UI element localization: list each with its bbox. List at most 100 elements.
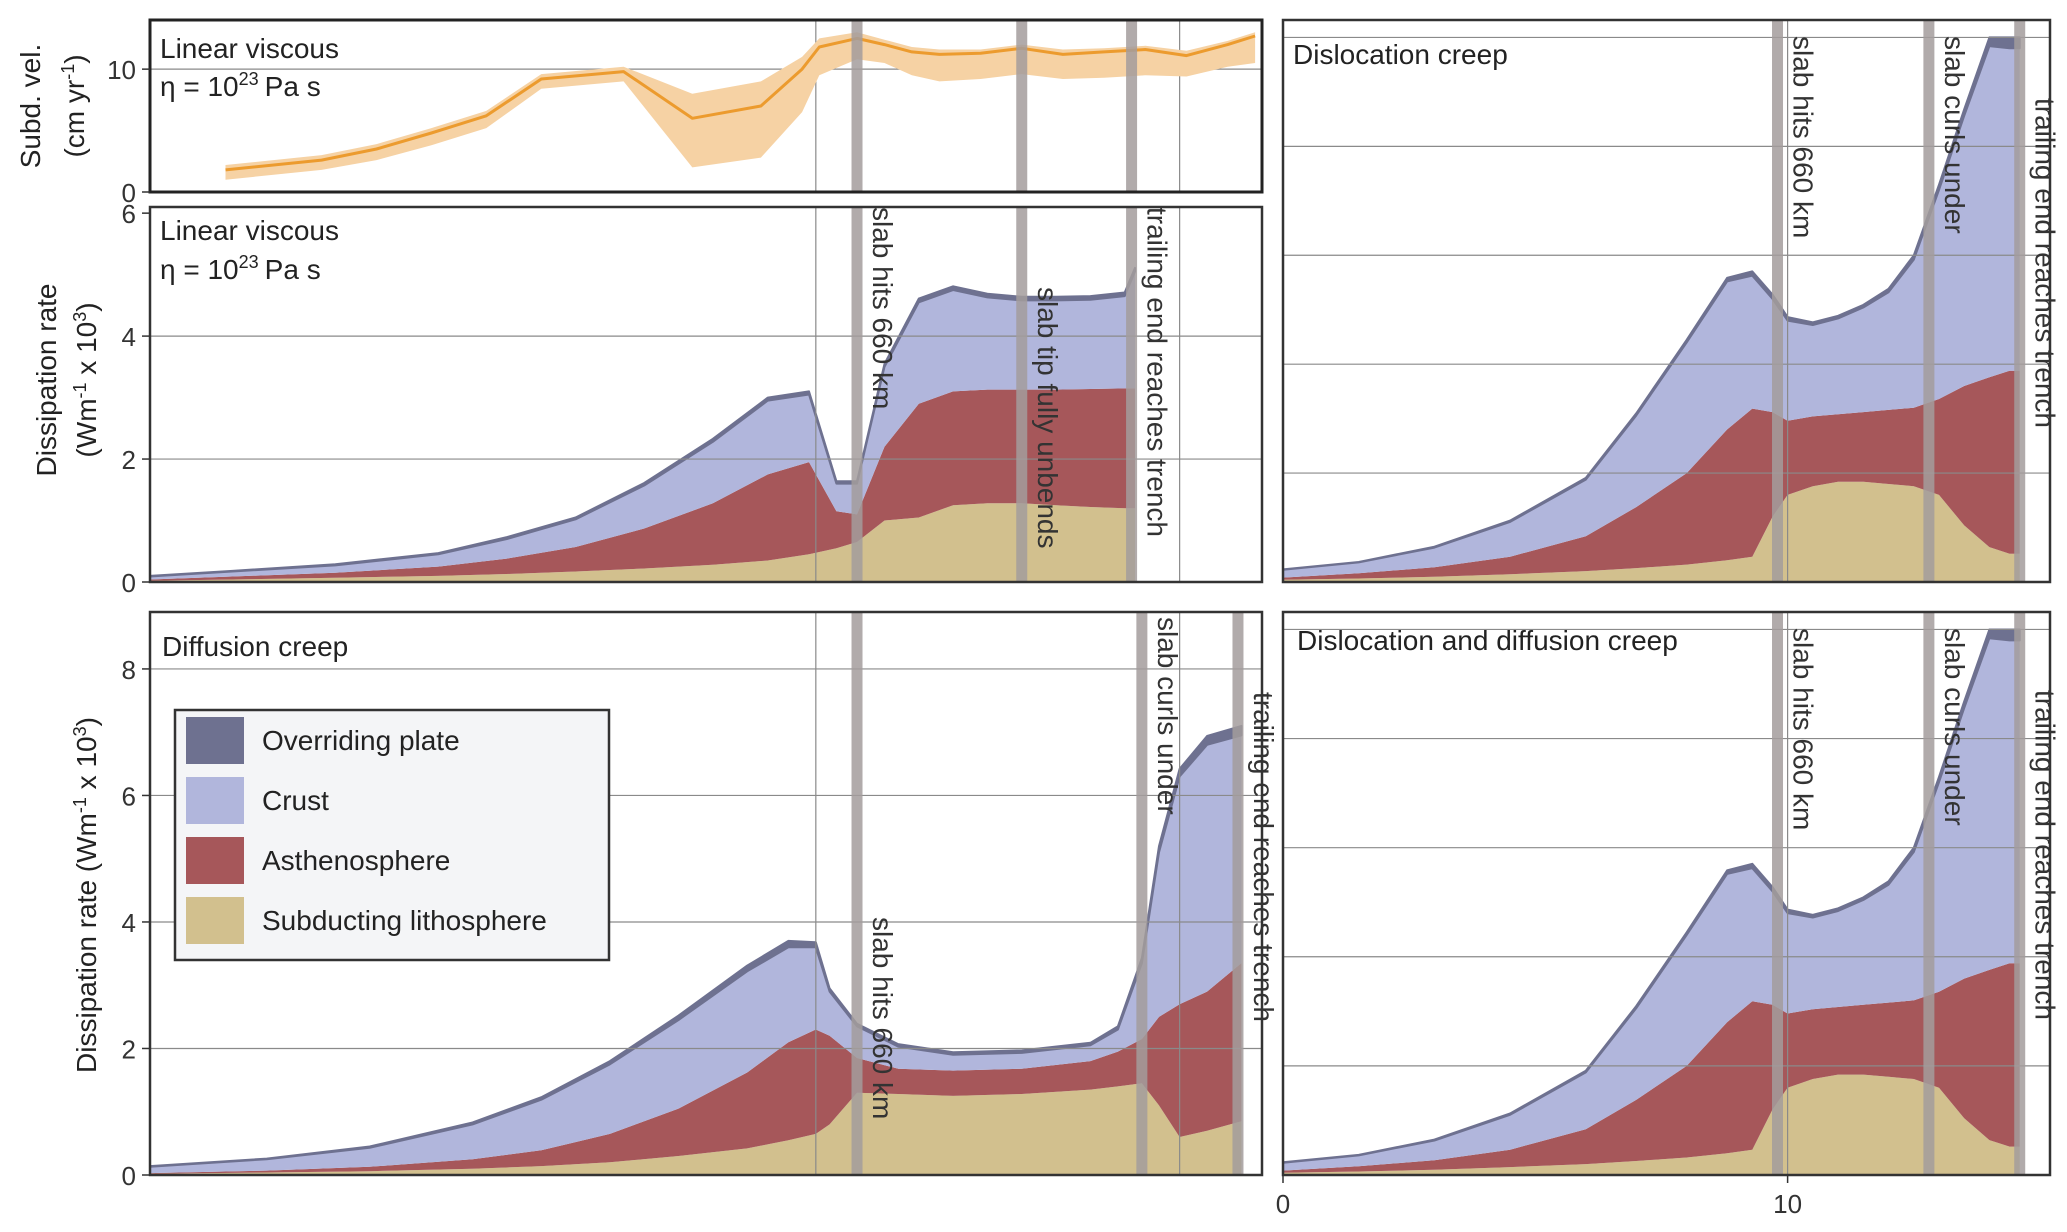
ylabel-close: ): [71, 717, 102, 726]
panel-velocity-eta: η = 1023 Pa s: [160, 69, 321, 102]
eta-unit: Pa s: [265, 71, 321, 102]
legend-swatch: [186, 717, 244, 764]
panel-linear-events: slab hits 660 km slab tip fully unbends tr…: [851, 207, 1173, 582]
ylabel-superscript-1: -1: [70, 382, 90, 398]
event-bar: [851, 612, 863, 1175]
event-label: slab hits 660 km: [1788, 36, 1819, 238]
area-subducting-lithosphere: [150, 503, 1135, 582]
panel-velocity-ylabel-line1: Subd. vel.: [15, 44, 46, 169]
event-label: trailing end reaches trench: [1142, 207, 1173, 537]
event-bar: [1136, 612, 1148, 1175]
area-subducting-lithosphere: [1283, 1074, 2020, 1175]
velocity-range-band: [225, 32, 1256, 180]
panel-diffusion-events: slab hits 660 km slab curls under trailing…: [851, 612, 1279, 1175]
ylabel-close: ): [59, 54, 90, 63]
x-tick-label: 10: [1773, 1189, 1802, 1219]
y-tick-label: 0: [122, 178, 136, 208]
event-bar: [1923, 20, 1935, 582]
y-tick-label: 6: [122, 781, 136, 811]
legend-label: Overriding plate: [262, 725, 460, 756]
y-tick-label: 10: [107, 55, 136, 85]
legend-swatch: [186, 777, 244, 824]
area-crust: [150, 271, 1135, 580]
panel-velocity-frame: [148, 18, 1264, 194]
eta-base: η = 10: [160, 71, 239, 102]
y-tick-label: 4: [122, 322, 136, 352]
ylabel-text: Dissipation rate (Wm: [71, 813, 102, 1073]
y-tick-label: 0: [122, 568, 136, 598]
ylabel-superscript: -1: [58, 64, 78, 80]
event-bar: [1923, 612, 1935, 1175]
panel-linear-ylabel-line1: Dissipation rate: [31, 284, 62, 477]
panel-velocity-events: [851, 20, 1138, 192]
event-label: slab tip fully unbends: [1032, 287, 1063, 549]
x-tick-label: 0: [1276, 1189, 1290, 1219]
legend-label: Subducting lithosphere: [262, 905, 547, 936]
event-label: trailing end reaches trench: [2030, 98, 2061, 428]
event-label: trailing end reaches trench: [2030, 690, 2061, 1020]
panel-both-grid: [1283, 612, 2050, 1175]
ylabel-superscript-2: 3: [70, 726, 90, 736]
panel-velocity-ylabel-line2: (cm yr-1): [58, 54, 90, 157]
ylabel-superscript-2: 3: [70, 312, 90, 322]
event-bar: [1126, 20, 1138, 192]
area-asthenosphere: [1283, 963, 2020, 1173]
ylabel-text: (Wm: [71, 398, 102, 457]
event-bar: [2014, 20, 2026, 582]
panel-dislocation-creep: slab hits 660 km slab curls under trailing…: [1281, 18, 2061, 584]
panel-both-title: Dislocation and diffusion creep: [1297, 625, 1678, 656]
panel-linear-title: Linear viscous: [160, 215, 339, 246]
event-bar: [1772, 20, 1784, 582]
event-label: trailing end reaches trench: [1248, 692, 1279, 1022]
event-bar: [1772, 612, 1784, 1175]
ylabel-mid: x 10: [71, 322, 102, 383]
legend-items: Overriding plate Crust Asthenosphere Subduc…: [186, 717, 547, 944]
area-asthenosphere: [150, 388, 1135, 581]
panel-velocity-title: Linear viscous: [160, 33, 339, 64]
area-subducting-lithosphere: [1283, 481, 2020, 582]
area-crust: [1283, 638, 2020, 1171]
eta-unit: Pa s: [265, 254, 321, 285]
panel-linear-frame: [148, 205, 1264, 584]
eta-base: η = 10: [160, 254, 239, 285]
panel-velocity-y-ticks: 0 10: [107, 55, 150, 208]
y-tick-label: 4: [122, 908, 136, 938]
y-tick-label: 2: [122, 1034, 136, 1064]
panel-dislocation-frame: [1281, 18, 2052, 584]
panel-linear-data: [149, 266, 1136, 582]
event-label: slab curls under: [1939, 628, 1970, 826]
legend-swatch: [186, 837, 244, 884]
ylabel-superscript-1: -1: [70, 797, 90, 813]
event-bar: [1232, 612, 1244, 1175]
y-tick-label: 2: [122, 445, 136, 475]
panel-velocity: 0 10 Linear viscous η = 1023 Pa s Subd. ve…: [15, 18, 1264, 208]
panel-dislocation-events: slab hits 660 km slab curls under trailing…: [1772, 20, 2061, 582]
legend-box: [173, 708, 611, 962]
panel-diffusion-title: Diffusion creep: [162, 631, 348, 662]
panel-dislocation-and-diffusion-creep: slab hits 660 km slab curls under trailing…: [1276, 610, 2061, 1219]
event-label: slab curls under: [1152, 617, 1183, 815]
y-tick-label: 0: [122, 1161, 136, 1191]
panel-linear-eta: η = 1023 Pa s: [160, 252, 321, 285]
panel-diffusion-frame: [148, 610, 1264, 1177]
event-bar: [2014, 612, 2026, 1175]
legend-label: Crust: [262, 785, 329, 816]
event-label: slab hits 660 km: [867, 917, 898, 1119]
ylabel-mid: x 10: [71, 736, 102, 797]
panel-diffusion-ylabel: Dissipation rate (Wm-1 x 103): [70, 717, 102, 1073]
panel-both-x-ticks: 0 10: [1276, 1175, 1802, 1219]
panel-dislocation-title: Dislocation creep: [1293, 39, 1508, 70]
event-label: slab hits 660 km: [867, 207, 898, 409]
area-asthenosphere: [150, 963, 1242, 1174]
panel-both-events: slab hits 660 km slab curls under trailing…: [1772, 612, 2061, 1175]
area-crust: [1283, 46, 2020, 578]
area-asthenosphere: [1283, 370, 2020, 580]
panel-linear-grid: [150, 207, 1262, 582]
ylabel-close: ): [71, 302, 102, 311]
event-label: slab curls under: [1939, 36, 1970, 234]
y-tick-label: 8: [122, 655, 136, 685]
event-bar: [851, 20, 863, 192]
panel-diffusion-y-ticks: 0 2 4 6 8: [122, 655, 150, 1191]
